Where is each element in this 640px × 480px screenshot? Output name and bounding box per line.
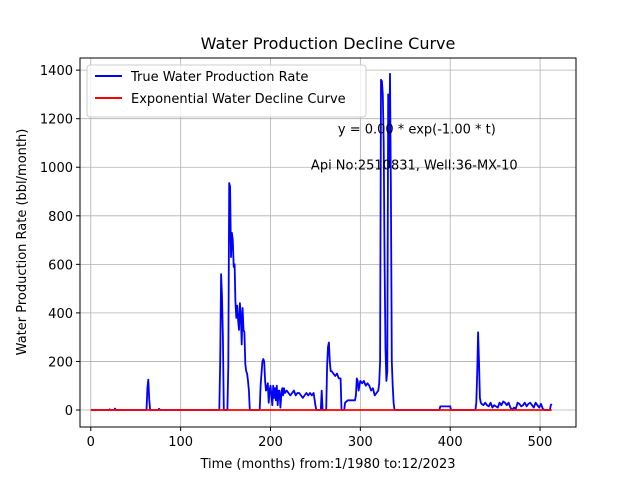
- y-tick-label: 1000: [40, 161, 73, 176]
- y-tick-label: 400: [48, 307, 73, 322]
- x-axis-label: Time (months) from:1/1980 to:12/2023: [199, 457, 455, 472]
- y-tick-label: 0: [65, 404, 73, 419]
- x-tick-label: 200: [258, 435, 283, 450]
- x-tick-label: 500: [528, 435, 553, 450]
- legend: True Water Production Rate Exponential W…: [86, 64, 367, 118]
- x-tick-label: 0: [87, 435, 95, 450]
- x-tick-label: 400: [438, 435, 463, 450]
- series-line-true-rate: [90, 72, 553, 411]
- x-tick-label: 100: [168, 435, 193, 450]
- y-tick-label: 1200: [40, 113, 73, 128]
- legend-label-true-rate: True Water Production Rate: [130, 70, 308, 85]
- annotation-text: y = 0.00 * exp(-1.00 * t): [338, 122, 496, 137]
- y-axis: 0 200 400 600 800 1000 1200 1400: [40, 64, 80, 419]
- annotation-text: Api No:2510831, Well:36-MX-10: [311, 159, 518, 174]
- legend-label-exponential: Exponential Water Decline Curve: [131, 92, 346, 107]
- y-tick-label: 1400: [40, 64, 73, 79]
- plot-frame: [79, 57, 577, 428]
- x-axis: 0 100 200 300 400 500: [87, 427, 553, 450]
- chart-title: Water Production Decline Curve: [201, 34, 456, 53]
- y-tick-label: 800: [48, 210, 73, 225]
- annotations: y = 0.00 * exp(-1.00 * t) Api No:2510831,…: [311, 122, 518, 173]
- x-tick-label: 300: [348, 435, 373, 450]
- y-axis-label: Water Production Rate (bbl/month): [15, 129, 30, 356]
- plot-lines: [90, 72, 553, 411]
- legend-box: [86, 64, 367, 118]
- y-tick-label: 200: [48, 355, 73, 370]
- y-tick-label: 600: [48, 258, 73, 273]
